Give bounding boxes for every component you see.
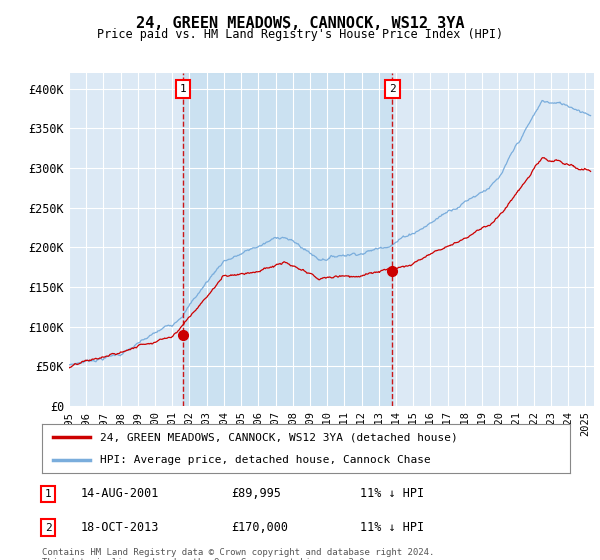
Text: £170,000: £170,000 — [231, 521, 288, 534]
Text: 2: 2 — [44, 522, 52, 533]
Text: £89,995: £89,995 — [231, 487, 281, 501]
Text: 2: 2 — [389, 83, 396, 94]
Text: Price paid vs. HM Land Registry's House Price Index (HPI): Price paid vs. HM Land Registry's House … — [97, 28, 503, 41]
Text: 11% ↓ HPI: 11% ↓ HPI — [360, 487, 424, 501]
Text: 14-AUG-2001: 14-AUG-2001 — [81, 487, 160, 501]
Text: 24, GREEN MEADOWS, CANNOCK, WS12 3YA (detached house): 24, GREEN MEADOWS, CANNOCK, WS12 3YA (de… — [100, 432, 458, 442]
Text: 24, GREEN MEADOWS, CANNOCK, WS12 3YA: 24, GREEN MEADOWS, CANNOCK, WS12 3YA — [136, 16, 464, 31]
Text: 11% ↓ HPI: 11% ↓ HPI — [360, 521, 424, 534]
Text: 18-OCT-2013: 18-OCT-2013 — [81, 521, 160, 534]
Text: HPI: Average price, detached house, Cannock Chase: HPI: Average price, detached house, Cann… — [100, 455, 431, 465]
Bar — [183, 73, 392, 406]
Text: 1: 1 — [44, 489, 52, 499]
Text: Contains HM Land Registry data © Crown copyright and database right 2024.
This d: Contains HM Land Registry data © Crown c… — [42, 548, 434, 560]
Text: 1: 1 — [179, 83, 187, 94]
